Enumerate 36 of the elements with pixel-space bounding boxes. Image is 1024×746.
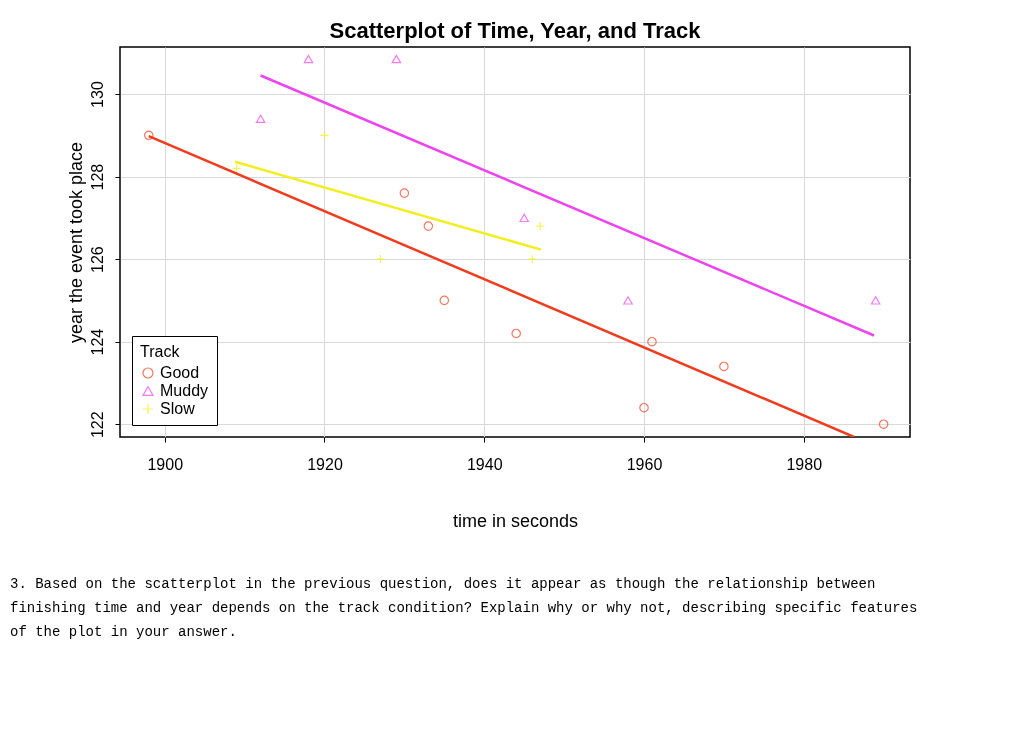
point (375, 254, 386, 264)
y-tick-label: 122 (88, 411, 106, 439)
point (647, 336, 657, 347)
y-axis-title: year the event took place (65, 141, 86, 344)
point (143, 130, 154, 141)
point (391, 54, 402, 64)
point (623, 296, 633, 305)
point (870, 296, 881, 305)
point (303, 54, 314, 64)
point (511, 328, 521, 339)
point (527, 254, 537, 264)
point (878, 419, 889, 429)
x-tick-label: 1980 (786, 455, 823, 473)
x-tick-label: 1900 (147, 455, 184, 473)
x-tick-label: 1940 (466, 455, 503, 473)
point (639, 402, 649, 413)
point (719, 361, 729, 372)
point (399, 188, 410, 198)
point (255, 114, 266, 124)
legend-label: Slow (160, 400, 196, 417)
y-tick-label: 130 (88, 81, 106, 108)
text: 3. Based on the scatterplot in the previous question, does it appear as though the relationship between finishing time and year depends on the track condition? Explain why or why not, describing specific features of the plot in your answer. (10, 576, 918, 640)
legend-label: Good (160, 364, 200, 381)
x-tick-label: 1960 (626, 455, 663, 473)
point (439, 295, 450, 306)
y-tick-label: 128 (88, 163, 106, 191)
point (535, 221, 545, 231)
point (519, 213, 529, 223)
legend-title: Track (140, 343, 181, 360)
y-tick-label: 124 (88, 328, 106, 356)
y-tick-label: 126 (88, 246, 106, 273)
point (423, 221, 434, 231)
chart-title: Scatterplot of Time, Year, and Track (329, 18, 702, 43)
legend-label: Muddy (160, 382, 209, 399)
x-tick-label: 1920 (307, 455, 343, 473)
x-axis-title: time in seconds (452, 510, 579, 531)
